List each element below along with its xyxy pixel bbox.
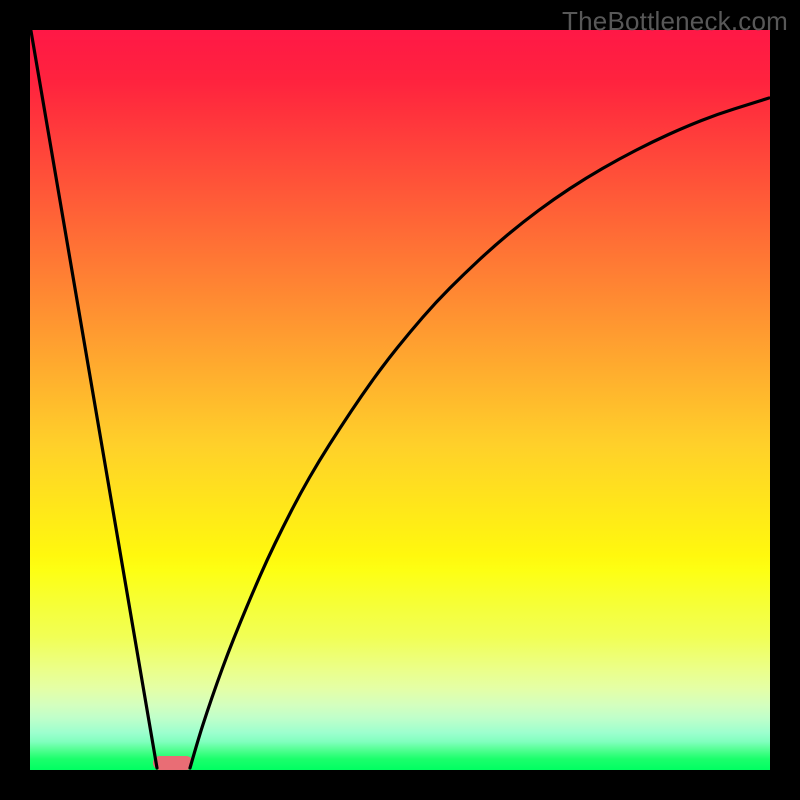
chart-container: { "watermark": { "text": "TheBottleneck.… <box>0 0 800 800</box>
bottleneck-chart <box>0 0 800 800</box>
chart-background <box>30 30 770 770</box>
watermark-text: TheBottleneck.com <box>562 6 788 37</box>
minimum-marker <box>153 756 193 770</box>
